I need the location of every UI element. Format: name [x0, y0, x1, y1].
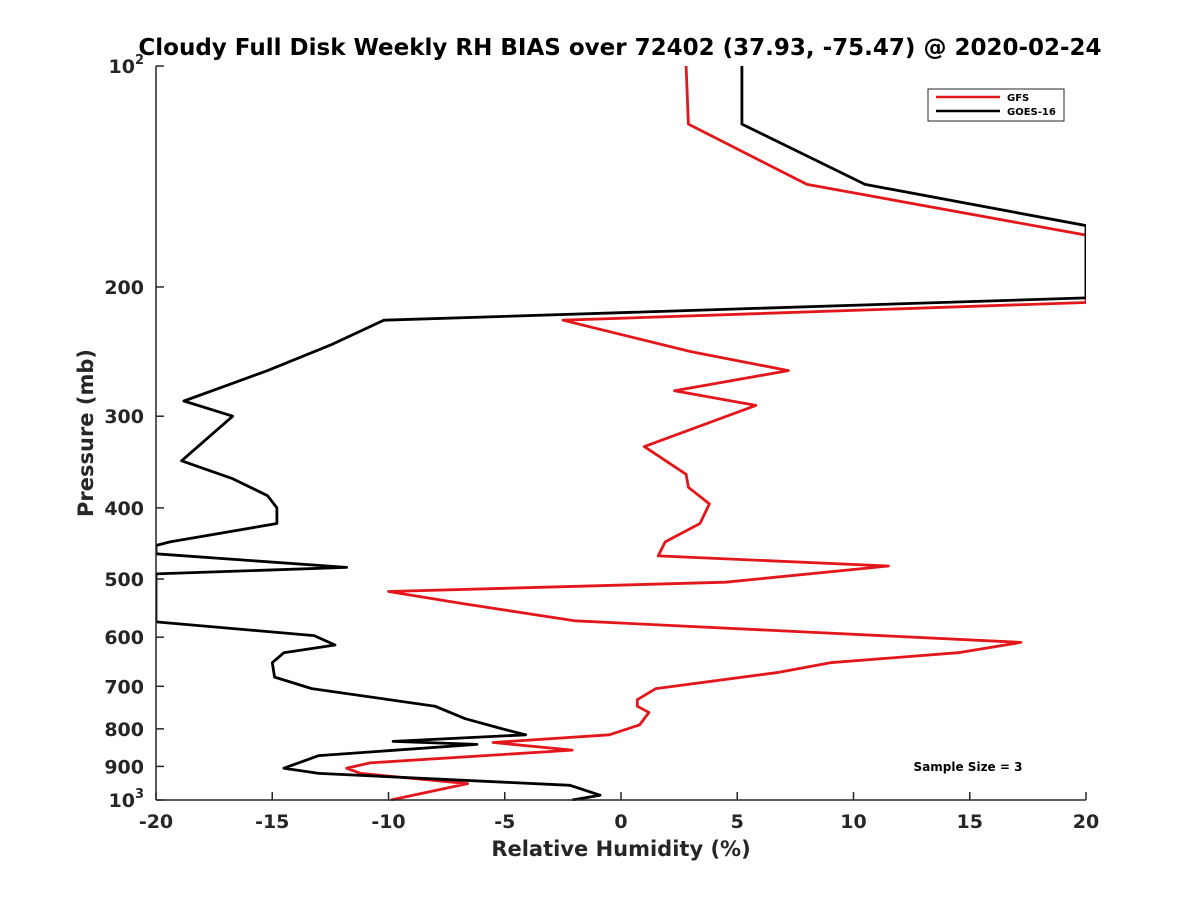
- series-layer: [156, 65, 1086, 801]
- plot-area: -20 -15 -10 -5 0 5 10 15 20 102 200 300 400 500 600 70…: [104, 53, 1099, 833]
- y-tick-label: 500: [104, 569, 144, 591]
- y-tick-label: 300: [104, 406, 144, 428]
- y-ticks: 102 200 300 400 500 600 700 800 900 103: [104, 53, 164, 812]
- legend-label-goes16: GOES-16: [1007, 107, 1056, 118]
- y-tick-label: 200: [104, 277, 144, 299]
- x-ticks: -20 -15 -10 -5 0 5 10 15 20: [139, 792, 1099, 833]
- x-tick-label: -5: [494, 811, 515, 833]
- y-tick-label: 102: [109, 53, 145, 78]
- y-tick-label: 900: [104, 756, 144, 778]
- sample-size-annotation: Sample Size = 3: [914, 760, 1023, 774]
- y-tick-label: 800: [104, 719, 144, 741]
- x-axis-label: Relative Humidity (%): [491, 837, 750, 861]
- x-tick-label: -20: [139, 811, 173, 833]
- x-tick-label: 10: [840, 811, 866, 833]
- x-tick-label: 0: [614, 811, 627, 833]
- legend-label-gfs: GFS: [1007, 93, 1029, 104]
- x-tick-label: 20: [1073, 811, 1099, 833]
- series-line-gfs: [345, 65, 1086, 801]
- y-axis-label: Pressure (mb): [74, 349, 98, 517]
- series-line-goes16: [156, 66, 1086, 801]
- x-tick-label: -10: [371, 811, 405, 833]
- legend: GFS GOES-16: [927, 88, 1065, 122]
- chart-title: Cloudy Full Disk Weekly RH BIAS over 724…: [138, 35, 1101, 61]
- y-tick-label: 400: [104, 498, 144, 520]
- plot-background: [156, 66, 1086, 800]
- x-tick-label: -15: [255, 811, 289, 833]
- y-tick-label: 600: [104, 627, 144, 649]
- x-tick-label: 5: [731, 811, 744, 833]
- y-tick-label: 700: [104, 676, 144, 698]
- y-tick-label: 103: [109, 787, 145, 812]
- legend-box: [927, 88, 1065, 122]
- x-tick-label: 15: [957, 811, 983, 833]
